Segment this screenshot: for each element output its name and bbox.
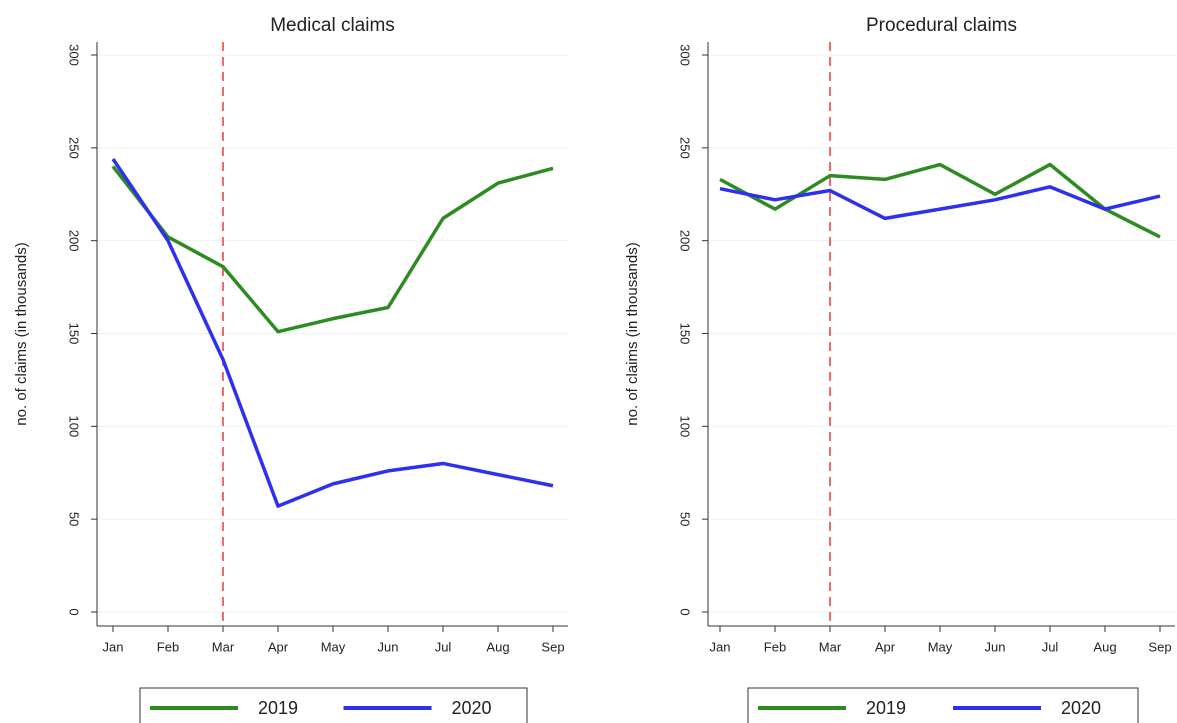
series-line: [719, 185, 1161, 221]
x-tick-label: Jul: [1042, 639, 1059, 654]
x-tick-label: Apr: [268, 639, 289, 654]
y-tick-label: 200: [678, 230, 693, 252]
y-tick-label: 300: [678, 44, 693, 66]
y-tick-label: 150: [678, 323, 693, 345]
x-tick-label: Feb: [764, 639, 786, 654]
y-tick-label: 150: [67, 323, 82, 345]
y-tick-label: 100: [67, 415, 82, 437]
y-axis-label: no. of claims (in thousands): [624, 242, 641, 425]
chart-title: Procedural claims: [866, 15, 1017, 36]
x-tick-label: May: [321, 639, 346, 654]
x-tick-label: Mar: [212, 639, 235, 654]
legend-label: 2019: [258, 698, 298, 718]
legend-label: 2020: [452, 698, 492, 718]
y-axis-label: no. of claims (in thousands): [13, 242, 30, 425]
y-tick-label: 50: [67, 512, 82, 526]
x-tick-label: Mar: [819, 639, 842, 654]
legend-box: [747, 687, 1139, 723]
series-line: [111, 157, 554, 508]
x-tick-label: Aug: [1093, 639, 1116, 654]
x-tick-label: Jun: [378, 639, 399, 654]
y-tick-label: 50: [678, 512, 693, 526]
series-line: [111, 165, 554, 334]
x-tick-label: Feb: [157, 639, 179, 654]
y-tick-label: 200: [67, 230, 82, 252]
x-tick-label: Jan: [103, 639, 124, 654]
x-tick-label: Jun: [985, 639, 1006, 654]
x-tick-label: Jul: [435, 639, 452, 654]
series-line: [719, 162, 1161, 239]
x-tick-label: Aug: [486, 639, 509, 654]
x-tick-label: Apr: [875, 639, 896, 654]
y-tick-label: 100: [678, 415, 693, 437]
x-tick-label: Sep: [1148, 639, 1171, 654]
legend-box: [139, 687, 528, 723]
y-tick-label: 250: [67, 137, 82, 159]
y-tick-label: 300: [67, 44, 82, 66]
chart-title: Medical claims: [270, 15, 395, 36]
y-tick-label: 0: [678, 608, 693, 615]
x-tick-label: Jan: [710, 639, 731, 654]
legend-label: 2020: [1061, 698, 1101, 718]
x-tick-label: Sep: [541, 639, 564, 654]
y-tick-label: 250: [678, 137, 693, 159]
x-tick-label: May: [928, 639, 953, 654]
legend-label: 2019: [866, 698, 906, 718]
y-tick-label: 0: [67, 608, 82, 615]
